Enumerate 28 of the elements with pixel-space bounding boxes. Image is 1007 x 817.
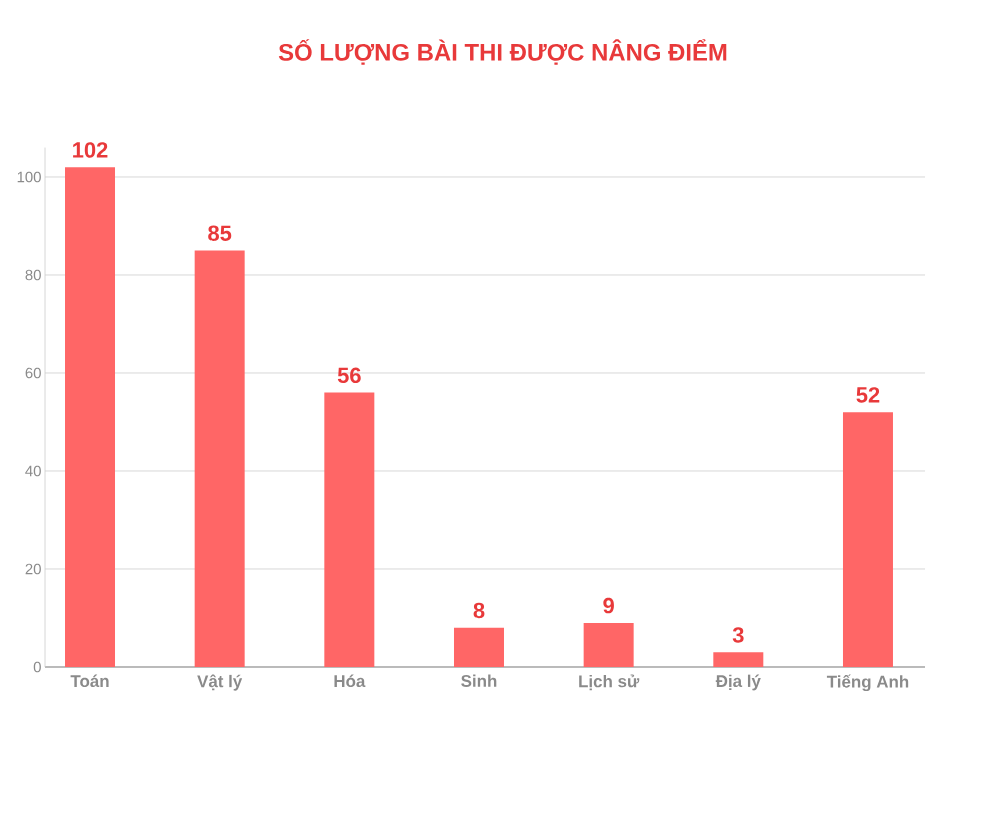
- bar: [65, 167, 116, 667]
- x-tick-label: Lịch sử: [579, 674, 640, 691]
- bar: [583, 622, 634, 667]
- bar: [842, 412, 893, 667]
- y-tick-label: 40: [25, 465, 41, 477]
- x-tick-label: Hóa: [334, 674, 366, 688]
- data-label: 8: [473, 602, 485, 619]
- data-label: 52: [856, 387, 880, 403]
- y-tick-label: 80: [25, 269, 41, 281]
- x-tick-label: Tiếng Anh: [826, 674, 909, 692]
- data-label: 56: [337, 367, 361, 384]
- x-tick-label: Vật lý: [197, 674, 243, 691]
- y-tick-label: 100: [17, 171, 41, 183]
- data-label: 9: [603, 597, 614, 614]
- y-tick-label: 0: [33, 661, 41, 673]
- data-label: 3: [732, 627, 744, 643]
- chart-title: SỐ LƯỢNG BÀI THI ĐƯỢC NÂNG ĐIỂM: [278, 39, 727, 65]
- bar: [324, 392, 375, 667]
- y-tick-label: 20: [25, 563, 41, 575]
- x-tick-label: Sinh: [461, 674, 497, 687]
- bar: [194, 250, 245, 667]
- y-tick-label: 60: [25, 367, 41, 379]
- x-tick-label: Địa lý: [715, 674, 761, 691]
- data-label: 102: [73, 142, 108, 158]
- x-tick-label: Toán: [70, 674, 109, 688]
- bar: [713, 652, 764, 667]
- data-label: 85: [208, 225, 232, 241]
- bar: [453, 627, 504, 667]
